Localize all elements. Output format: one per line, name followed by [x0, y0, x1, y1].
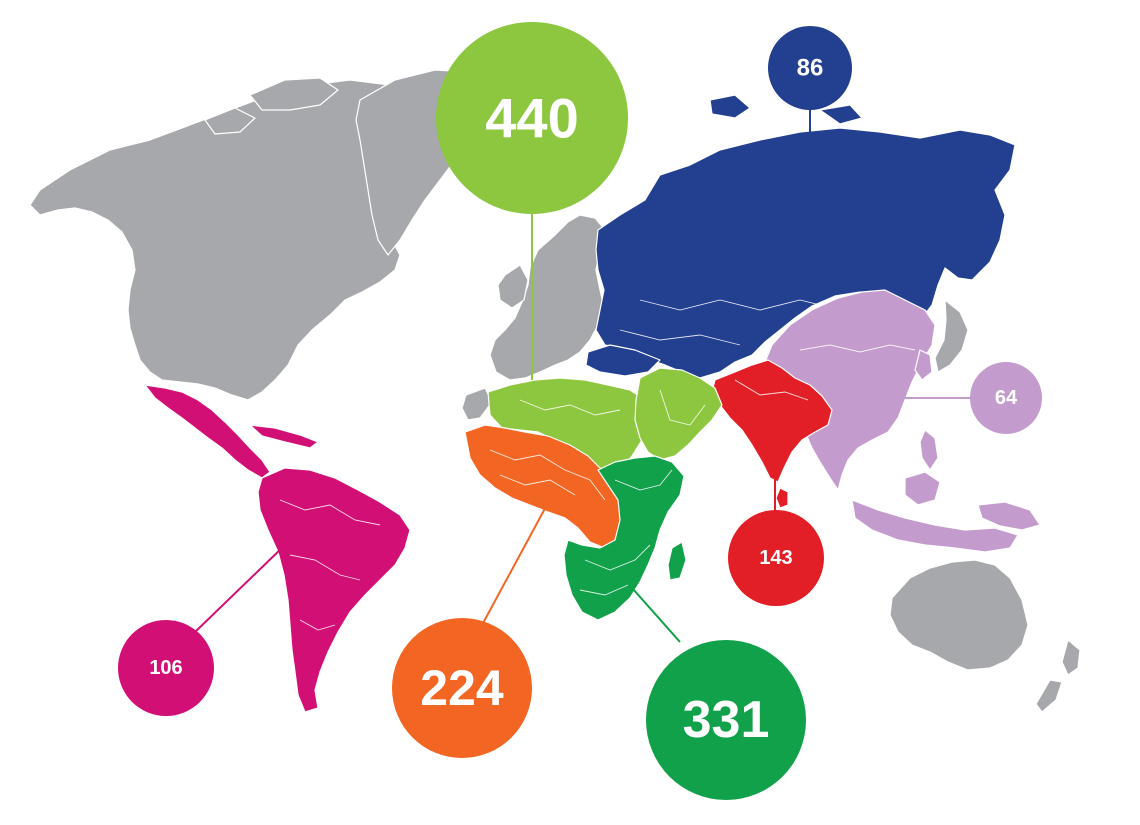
region-latin-america-caribbean	[144, 384, 411, 713]
bubble-value-east-asia-pacific: 64	[995, 387, 1018, 409]
border-lines-green	[614, 469, 673, 491]
bubble-circle-latin-america-caribbean	[118, 620, 214, 716]
borneo	[904, 471, 941, 506]
region-eastern-southern-africa	[563, 455, 687, 621]
turkey-caucasus	[585, 344, 661, 377]
east-south-africa-landmass	[563, 455, 685, 621]
north-america-landmass	[29, 79, 451, 401]
bubble-circle-north-africa-middle-east	[436, 22, 628, 214]
philippines	[919, 429, 939, 471]
leader-line-eastern-southern-africa	[624, 579, 681, 643]
bubble-markers: 440 86 64 143 106 224	[118, 22, 1042, 800]
maritime-southeast-asia	[851, 499, 1019, 553]
new-zealand-south	[1035, 679, 1063, 713]
border-lines-orange-2	[499, 474, 576, 496]
border-lines-magenta	[279, 499, 381, 526]
bubble-value-latin-america-caribbean: 106	[149, 657, 182, 679]
border-lines-orange	[489, 449, 606, 501]
leader-line-latin-america-caribbean	[194, 544, 286, 633]
bubble-europe-central-asia: 86	[768, 26, 852, 110]
border-lines-blue	[639, 299, 841, 311]
region-east-asia-pacific	[764, 289, 1041, 553]
sri-lanka	[775, 487, 789, 509]
border-lines-lavender	[799, 344, 916, 353]
bubble-value-west-central-africa: 224	[420, 660, 504, 716]
korea-landmass	[914, 349, 933, 381]
bubble-latin-america-caribbean: 106	[118, 620, 214, 716]
bubble-circle-europe-central-asia	[768, 26, 852, 110]
region-no-data	[29, 69, 1081, 713]
australia-landmass	[889, 559, 1029, 671]
arctic-russia-islands-2	[819, 104, 863, 125]
british-isles	[497, 264, 529, 309]
region-south-asia	[711, 359, 833, 509]
bubble-south-asia: 143	[728, 510, 824, 606]
border-lines-magenta-3	[299, 619, 336, 631]
bubble-circle-east-asia-pacific	[970, 362, 1042, 434]
bubble-value-eastern-southern-africa: 331	[683, 691, 770, 749]
arctic-islands	[249, 77, 339, 111]
border-lines-magenta-2	[289, 554, 361, 581]
bubble-value-north-africa-middle-east: 440	[485, 87, 578, 150]
arctic-russia-islands	[709, 94, 751, 119]
bubble-west-central-africa: 224	[392, 618, 532, 758]
bubble-eastern-southern-africa: 331	[646, 640, 806, 800]
new-zealand	[1061, 639, 1081, 676]
north-africa-landmass	[487, 377, 649, 473]
caribbean-islands	[249, 424, 319, 449]
bubble-circle-south-asia	[728, 510, 824, 606]
border-lines-green-3	[579, 584, 629, 596]
bubble-circle-west-central-africa	[392, 618, 532, 758]
japan-landmass	[934, 299, 969, 373]
europe-landmass	[489, 214, 606, 381]
border-lines-red	[734, 379, 809, 401]
arctic-islands-2	[204, 107, 256, 135]
border-lines-green-2	[584, 544, 651, 571]
bubble-north-africa-middle-east: 440	[436, 22, 628, 214]
bubble-value-europe-central-asia: 86	[797, 55, 824, 82]
bubble-value-south-asia: 143	[759, 547, 792, 569]
madagascar	[667, 541, 687, 581]
leader-lines	[194, 105, 972, 643]
border-lines-blue-2	[619, 329, 741, 346]
leader-line-west-central-africa	[481, 489, 556, 626]
mexico-central-america	[144, 384, 271, 479]
western-sahara	[461, 387, 493, 421]
new-guinea	[977, 501, 1041, 531]
border-lines-light-green-2	[659, 389, 706, 426]
region-north-africa-middle-east	[487, 367, 723, 473]
bubble-circle-eastern-southern-africa	[646, 640, 806, 800]
middle-east-landmass	[634, 367, 723, 461]
border-lines-light-green	[519, 399, 621, 416]
india-subcontinent-landmass	[711, 359, 833, 483]
bubble-east-asia-pacific: 64	[970, 362, 1042, 434]
south-america-landmass	[257, 467, 411, 713]
